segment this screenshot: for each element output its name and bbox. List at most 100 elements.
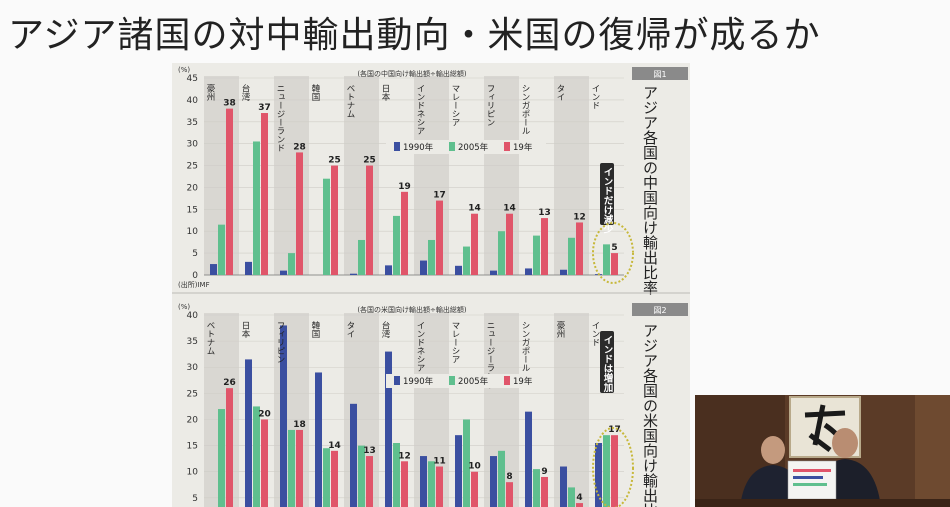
bar-2019 (401, 461, 408, 507)
bar-1990 (455, 435, 462, 507)
y-tick-label: 35 (187, 118, 198, 128)
data-label: 38 (223, 99, 236, 109)
legend-swatch (449, 142, 455, 151)
legend-entry: 1990年 (403, 376, 434, 387)
bar-1990 (420, 456, 427, 507)
category-label: マレーシア (450, 321, 460, 364)
figure-label: 図1 (653, 70, 666, 79)
bar-1990 (315, 372, 322, 507)
figure-label-box (632, 67, 688, 80)
legend-entry: 2005年 (458, 142, 489, 153)
bar-1990 (245, 359, 252, 507)
bar-2019 (436, 200, 443, 275)
bar-2019 (226, 108, 233, 275)
bar-2005 (393, 443, 400, 507)
data-label: 11 (433, 457, 446, 467)
y-axis-unit: (%) (178, 303, 190, 311)
slide-title: アジア諸国の対中輸出動向・米国の復帰が成るか (8, 15, 821, 56)
bar-2019 (506, 213, 513, 275)
data-label: 4 (576, 493, 582, 503)
data-label: 12 (398, 451, 411, 461)
data-label: 18 (293, 420, 306, 430)
y-tick-label: 25 (187, 389, 198, 399)
category-label: シンガポール (520, 321, 530, 372)
bar-1990 (350, 273, 357, 275)
legend-swatch (504, 376, 510, 385)
bar-2019 (226, 388, 233, 507)
y-tick-label: 15 (187, 205, 198, 215)
y-tick-label: 40 (187, 311, 199, 321)
annotation-badge (600, 331, 614, 393)
bar-1990 (560, 466, 567, 507)
data-label: 13 (363, 446, 376, 456)
data-label: 17 (608, 425, 621, 435)
category-label: タイ (555, 84, 565, 101)
calligraphy-stroke (804, 404, 848, 452)
data-label: 37 (258, 103, 271, 113)
webcam-video (695, 395, 950, 507)
bar-2005 (568, 487, 575, 507)
bar-1990 (350, 403, 357, 507)
legend-entry: 1990年 (403, 142, 434, 153)
category-label: ベトナム (345, 84, 355, 118)
chart-title: アジア各国の中国向け輸出比率 (641, 85, 659, 295)
data-label: 14 (328, 441, 341, 451)
bar-2019 (436, 466, 443, 507)
bar-2005 (463, 246, 470, 275)
category-label: 韓国 (310, 320, 320, 339)
bar-2019 (261, 113, 268, 275)
bar-2019 (611, 435, 618, 507)
bar-1990 (560, 269, 567, 275)
figure-label: 図2 (653, 306, 666, 315)
category-label: 台湾 (380, 320, 390, 339)
bar-1990 (525, 268, 532, 275)
legend-entry: 19年 (513, 376, 533, 387)
y-tick-label: 20 (187, 183, 199, 193)
person-left-head (761, 436, 785, 464)
data-label: 25 (363, 156, 376, 166)
bar-1990 (595, 443, 602, 507)
y-tick-label: 0 (192, 271, 198, 281)
figure-label-box (632, 303, 688, 316)
bar-2005 (323, 448, 330, 507)
charts-svg: 図1(各国の中国向け輸出額÷輸出総額)(%)051015202530354045… (172, 66, 690, 507)
bar-2005 (568, 237, 575, 275)
held-paper-bar (793, 476, 823, 479)
highlight-oval (592, 222, 634, 284)
data-label: 13 (538, 208, 551, 218)
category-label: タイ (345, 321, 355, 338)
data-label: 8 (506, 472, 512, 482)
bar-1990 (385, 265, 392, 275)
bar-2005 (533, 235, 540, 275)
frame-right (915, 395, 950, 507)
category-label: 日本 (380, 84, 390, 102)
category-label: ベトナム (205, 321, 215, 355)
held-paper-bar (793, 483, 827, 486)
bar-1990 (525, 411, 532, 507)
bar-2005 (358, 239, 365, 275)
category-label: ニュージーランド (275, 84, 285, 152)
data-label: 19 (398, 182, 411, 192)
y-tick-label: 15 (187, 442, 198, 452)
bar-2005 (533, 469, 540, 507)
category-label: 豪州 (555, 320, 565, 338)
bar-2019 (576, 222, 583, 275)
newspaper-clipping: 図1 (各国の中国向け輸出額÷輸出総額) (%) 0 5 10 15 20 25 30 35 40 45… (172, 63, 690, 507)
held-paper (787, 460, 837, 500)
legend-swatch (394, 376, 400, 385)
bar-2005 (323, 178, 330, 275)
category-label: インドネシア (415, 321, 425, 372)
bar-2019 (471, 213, 478, 275)
y-tick-label: 25 (187, 162, 198, 172)
y-tick-label: 35 (187, 337, 198, 347)
y-tick-label: 10 (187, 468, 199, 478)
legend-entry: 2005年 (458, 376, 489, 387)
y-tick-label: 40 (187, 96, 199, 106)
category-label: フィリピン (485, 84, 495, 127)
bar-1990 (280, 270, 287, 275)
y-tick-label: 10 (187, 227, 199, 237)
annotation-text: インドは増加 (602, 335, 615, 393)
bar-2019 (261, 419, 268, 507)
legend-swatch (504, 142, 510, 151)
chart-title: アジア各国の米国向け輸出比 (641, 323, 659, 507)
